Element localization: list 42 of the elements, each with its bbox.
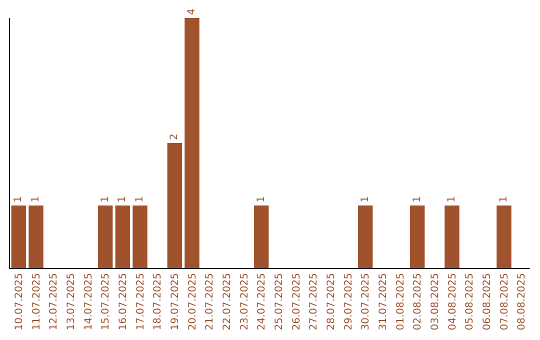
data-label: 2 <box>169 134 180 140</box>
data-label: 1 <box>360 196 371 202</box>
x-tick-label: 22.07.2025 <box>222 273 233 330</box>
data-label: 1 <box>412 196 423 202</box>
x-tick-label: 01.08.2025 <box>395 273 406 330</box>
data-label: 1 <box>134 196 146 202</box>
x-tick-label: 10.07.2025 <box>14 273 25 330</box>
data-label: 1 <box>498 196 510 202</box>
data-label: 1 <box>256 196 267 202</box>
x-tick-label: 26.07.2025 <box>291 273 302 330</box>
x-tick-label: 03.08.2025 <box>430 273 441 330</box>
x-tick-label: 30.07.2025 <box>360 273 372 330</box>
x-tick-label: 20.07.2025 <box>187 273 198 330</box>
x-tick-label: 13.07.2025 <box>66 273 77 330</box>
x-tick-label: 28.07.2025 <box>326 273 337 330</box>
x-tick-label: 24.07.2025 <box>256 273 268 330</box>
x-tick-label: 17.07.2025 <box>135 273 146 330</box>
x-tick-label: 25.07.2025 <box>274 273 285 330</box>
x-tick-label: 07.08.2025 <box>499 273 510 330</box>
x-tick-label: 06.08.2025 <box>482 273 493 330</box>
x-tick-label: 12.07.2025 <box>48 273 60 330</box>
x-tick-label: 08.08.2025 <box>516 273 528 330</box>
data-label: 4 <box>186 8 198 15</box>
data-label: 1 <box>30 196 42 202</box>
x-tick-label: 16.07.2025 <box>118 273 129 330</box>
data-label: 1 <box>446 196 458 202</box>
x-tick-label: 02.08.2025 <box>412 273 424 330</box>
x-tick-label: 14.07.2025 <box>83 273 94 330</box>
x-tick-label: 29.07.2025 <box>343 273 354 330</box>
x-tick-label: 21.07.2025 <box>204 273 216 330</box>
data-label: 1 <box>117 196 128 202</box>
data-label: 1 <box>13 196 24 202</box>
x-tick-label: 31.07.2025 <box>378 273 389 330</box>
x-tick-label: 27.07.2025 <box>308 273 320 330</box>
data-label: 1 <box>100 196 111 202</box>
x-tick-label: 11.07.2025 <box>31 273 42 330</box>
x-tick-label: 18.07.2025 <box>152 273 164 330</box>
x-tick-label: 04.08.2025 <box>447 273 458 330</box>
x-tick-label: 05.08.2025 <box>464 273 476 330</box>
x-tick-label: 23.07.2025 <box>239 273 250 330</box>
x-tick-label: 19.07.2025 <box>170 273 181 330</box>
x-tick-label: 15.07.2025 <box>100 273 112 330</box>
